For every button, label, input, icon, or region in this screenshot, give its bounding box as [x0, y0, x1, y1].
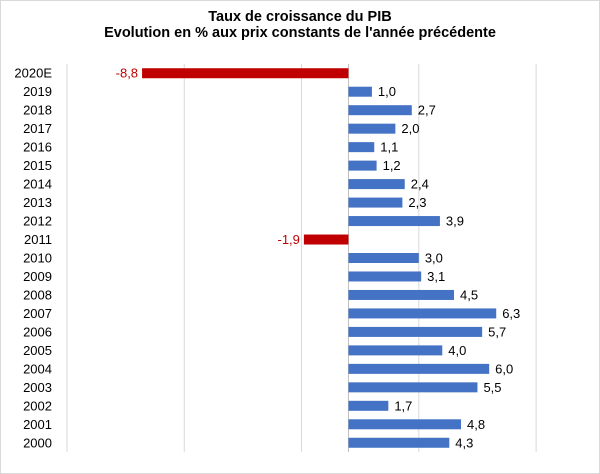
- bar: [348, 289, 454, 300]
- bar: [348, 123, 396, 134]
- bar: [348, 271, 422, 282]
- bar: [348, 216, 440, 227]
- data-label: 4,8: [467, 417, 485, 432]
- bar: [348, 419, 462, 430]
- bar: [348, 86, 372, 97]
- bar: [348, 400, 389, 411]
- category-label: 2011: [24, 232, 52, 247]
- category-label: 2003: [23, 380, 52, 395]
- bar: [348, 437, 450, 448]
- data-label: 2,0: [401, 121, 419, 136]
- bar: [348, 197, 403, 208]
- data-label: 6,3: [502, 306, 520, 321]
- data-label: 4,0: [448, 343, 466, 358]
- bar: [348, 326, 483, 337]
- category-label: 2007: [23, 306, 52, 321]
- category-label: 2005: [23, 343, 52, 358]
- bar: [348, 363, 490, 374]
- category-label: 2015: [23, 158, 52, 173]
- category-label: 2010: [23, 251, 52, 266]
- category-label: 2009: [23, 269, 52, 284]
- bar: [303, 234, 349, 245]
- bar: [348, 179, 405, 190]
- bar: [348, 142, 375, 153]
- data-label: 5,7: [488, 324, 506, 339]
- category-label: 2014: [23, 177, 52, 192]
- category-label: 2020E: [14, 66, 52, 81]
- category-label: 2000: [23, 435, 52, 450]
- bar: [348, 160, 377, 171]
- data-label: 5,5: [483, 380, 501, 395]
- data-label: 2,3: [408, 195, 426, 210]
- bar: [348, 308, 497, 319]
- data-label: 6,0: [495, 361, 513, 376]
- category-label: 2006: [23, 324, 52, 339]
- data-label: 1,2: [383, 158, 401, 173]
- data-label: 3,0: [425, 251, 443, 266]
- data-label: 1,1: [380, 140, 398, 155]
- category-label: 2002: [23, 398, 52, 413]
- category-label: 2004: [23, 361, 52, 376]
- bar: [348, 382, 478, 393]
- chart-title: Taux de croissance du PIB: [208, 9, 392, 25]
- bar: [348, 345, 443, 356]
- data-label: -8,8: [116, 66, 138, 81]
- bar: [348, 253, 419, 263]
- data-label: 1,7: [394, 398, 412, 413]
- category-label: 2012: [23, 214, 52, 229]
- category-label: 2013: [23, 195, 52, 210]
- category-label: 2008: [23, 287, 52, 302]
- data-label: 4,3: [455, 435, 473, 450]
- category-label: 2016: [23, 140, 52, 155]
- category-label: 2018: [23, 103, 52, 118]
- data-label: 3,9: [446, 214, 464, 229]
- chart-subtitle: Evolution en % aux prix constants de l'a…: [104, 25, 496, 41]
- data-label: 2,4: [411, 177, 429, 192]
- data-label: 1,0: [378, 84, 396, 99]
- data-label: 3,1: [427, 269, 445, 284]
- bar: [348, 105, 412, 116]
- bar: [142, 68, 349, 79]
- category-label: 2001: [23, 417, 52, 432]
- data-label: 4,5: [460, 287, 478, 302]
- data-label: 2,7: [418, 103, 436, 118]
- category-label: 2017: [23, 121, 52, 136]
- category-label: 2019: [23, 84, 52, 99]
- data-label: -1,9: [277, 232, 299, 247]
